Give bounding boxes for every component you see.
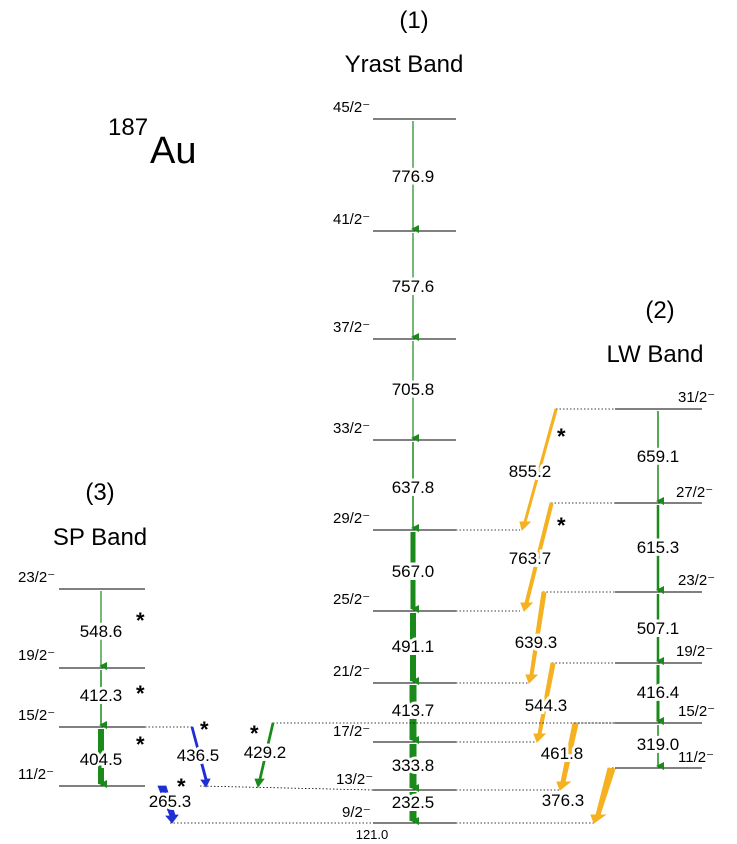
sp-energy-labels: 548.6 412.3 404.5 [77, 619, 126, 772]
lw-link-energy-labels: 855.2 763.7 639.3 544.3 461.8 376.3 [506, 459, 588, 813]
lw-energy-labels: 659.1 615.3 507.1 416.4 319.0 [634, 444, 683, 757]
energy-label: 548.6 [80, 622, 123, 641]
transition-arrow [519, 408, 558, 531]
sp-spin-label: 11/2⁻ [18, 766, 54, 783]
energy-label: 333.8 [392, 756, 435, 775]
new-transition-mark: * [200, 717, 209, 742]
new-transition-mark: * [136, 732, 145, 757]
yrast-spin-label: 9/2⁻ [342, 804, 371, 821]
new-transition-mark: * [136, 681, 145, 706]
band-1-number: (1) [399, 7, 428, 34]
new-transition-mark: * [136, 608, 145, 633]
energy-label: 376.3 [542, 791, 585, 810]
energy-label: 491.1 [392, 637, 435, 656]
sp-spin-label: 23/2⁻ [18, 569, 55, 586]
transition-arrow [520, 502, 554, 612]
transition-arrow [533, 662, 556, 743]
lw-spin-label: 31/2⁻ [678, 389, 715, 406]
band-2-name: LW Band [607, 341, 704, 368]
yrast-spin-label: 25/2⁻ [333, 591, 370, 608]
band-3-name: SP Band [53, 524, 147, 551]
transition-arrow [254, 722, 275, 788]
energy-label: 412.3 [80, 686, 123, 705]
energy-label: 404.5 [80, 750, 123, 769]
transition-arrow [525, 591, 547, 684]
energy-label: 615.3 [637, 538, 680, 557]
energy-label: 319.0 [637, 735, 680, 754]
transition-arrow [157, 785, 179, 824]
transition-arrow [590, 767, 616, 824]
nucleus-mass: 187 [108, 114, 148, 141]
energy-label: 639.3 [515, 633, 558, 652]
yrast-spin-label: 37/2⁻ [333, 319, 370, 336]
energy-label: 429.2 [244, 743, 287, 762]
lw-spin-label: 11/2⁻ [678, 749, 714, 766]
transition-arrow [556, 722, 579, 791]
level-extension [199, 785, 374, 791]
energy-label: 265.3 [149, 792, 192, 811]
energy-label: 507.1 [637, 619, 680, 638]
energy-label: 757.6 [392, 277, 435, 296]
energy-label: 436.5 [177, 746, 220, 765]
transition-arrow [190, 726, 211, 788]
new-transition-mark: * [557, 513, 566, 538]
yrast-spin-label: 33/2⁻ [333, 420, 370, 437]
sp-link-energy-labels: 436.5 429.2 265.3 [146, 740, 290, 814]
yrast-spin-label: 41/2⁻ [333, 211, 370, 228]
energy-label: 855.2 [509, 462, 552, 481]
lw-spin-labels: 31/2⁻ 27/2⁻ 23/2⁻ 19/2⁻ 15/2⁻ 11/2⁻ [676, 389, 715, 766]
new-transition-mark: * [177, 774, 186, 799]
band-3-number: (3) [85, 479, 114, 506]
yrast-spin-label: 13/2⁻ [336, 771, 373, 788]
sp-spin-label: 15/2⁻ [18, 707, 55, 724]
yrast-spin-label: 45/2⁻ [333, 99, 370, 116]
energy-label: 659.1 [637, 447, 680, 466]
yrast-spin-label: 29/2⁻ [333, 510, 370, 527]
new-transition-mark: * [557, 424, 566, 449]
nucleus-symbol: Au [150, 130, 196, 172]
lw-spin-label: 27/2⁻ [676, 484, 713, 501]
new-transition-mark: * [250, 721, 259, 746]
band-1-name: Yrast Band [345, 51, 464, 78]
energy-label: 544.3 [525, 696, 568, 715]
lw-to-yrast-links [456, 408, 616, 824]
yrast-energy-labels: 776.9 757.6 705.8 637.8 567.0 491.1 413.… [356, 164, 438, 842]
lw-spin-label: 23/2⁻ [678, 572, 715, 589]
energy-label: 705.8 [392, 380, 435, 399]
band-2-number: (2) [645, 297, 674, 324]
sp-spin-labels: 23/2⁻ 19/2⁻ 15/2⁻ 11/2⁻ [18, 569, 55, 783]
lw-spin-label: 19/2⁻ [676, 643, 713, 660]
energy-label: 637.8 [392, 478, 435, 497]
sp-spin-label: 19/2⁻ [18, 647, 55, 664]
energy-label: 413.7 [392, 701, 435, 720]
energy-label: 763.7 [509, 549, 552, 568]
yrast-spin-labels: 45/2⁻ 41/2⁻ 37/2⁻ 33/2⁻ 29/2⁻ 25/2⁻ 21/2… [333, 99, 373, 821]
lw-spin-label: 15/2⁻ [678, 703, 715, 720]
sp-to-yrast-links [145, 722, 615, 824]
yrast-spin-label: 17/2⁻ [333, 723, 370, 740]
energy-label: 461.8 [541, 744, 584, 763]
energy-label: 121.0 [356, 827, 389, 842]
yrast-spin-label: 21/2⁻ [333, 663, 370, 680]
energy-label: 232.5 [392, 793, 435, 812]
energy-label: 567.0 [392, 562, 435, 581]
energy-label: 776.9 [392, 167, 435, 186]
energy-label: 416.4 [637, 683, 680, 702]
